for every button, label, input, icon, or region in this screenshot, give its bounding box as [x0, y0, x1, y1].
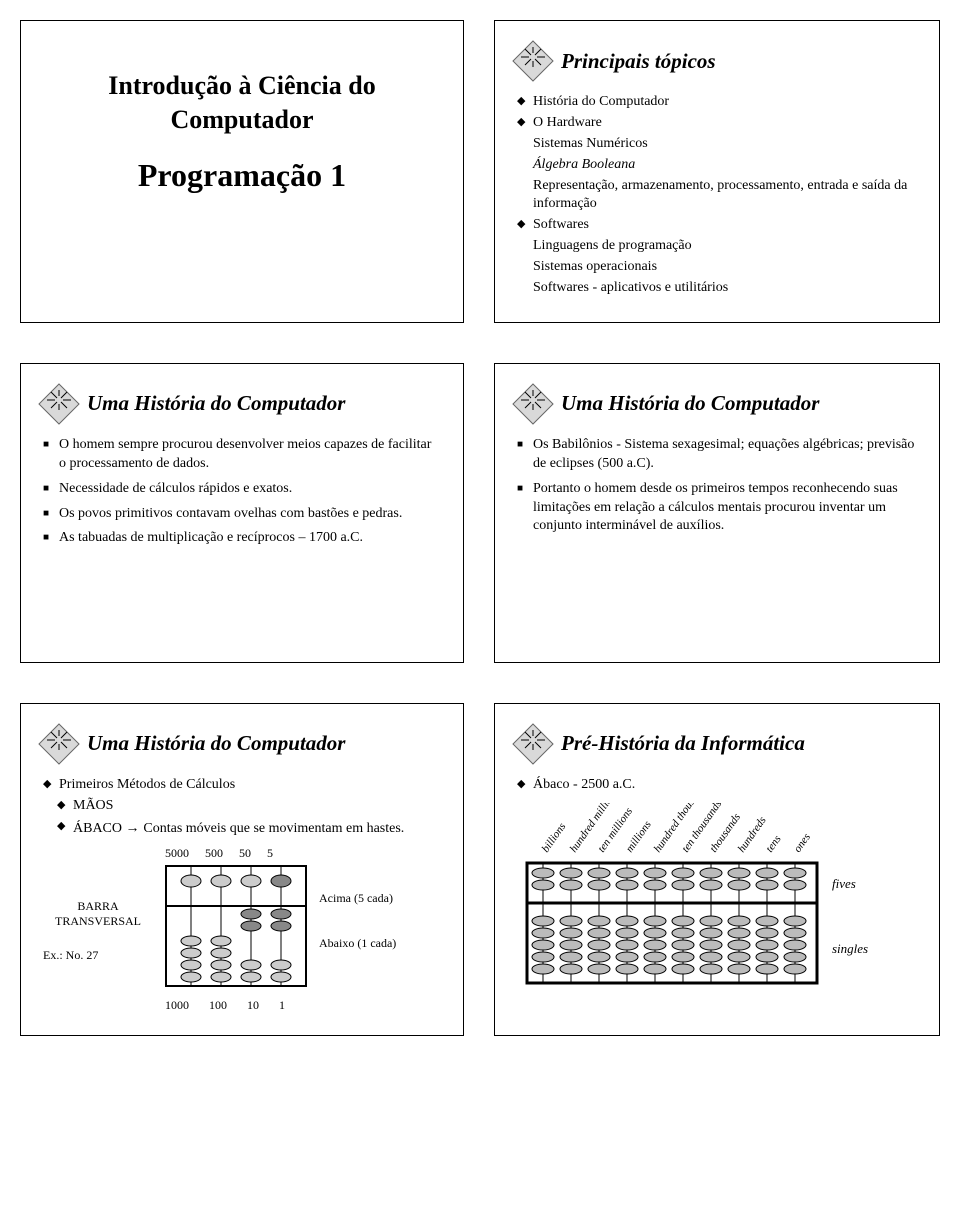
list-item: Portanto o homem desde os primeiros temp… [517, 480, 917, 537]
topic-item: O Hardware [517, 114, 917, 133]
list-item: As tabuadas de multiplicação e recíproco… [43, 529, 441, 548]
methods-list: Primeiros Métodos de Cálculos MÃOS ÁBACO… [43, 776, 441, 839]
slide-history-2: Uma História do Computador Os Babilônios… [494, 363, 940, 663]
list-item: ÁBACO → Contas móveis que se movimentam … [43, 818, 441, 839]
transversal-label: TRANSVERSAL [43, 914, 153, 930]
list-item: Ábaco - 2500 a.C. [517, 776, 917, 795]
topic-item: Sistemas operacionais [517, 258, 917, 277]
slide-topics: Principais tópicos História do Computado… [494, 20, 940, 323]
acima-label: Acima (5 cada) [319, 891, 409, 907]
col-label: billions [540, 821, 569, 855]
star-diamond-icon [511, 39, 555, 83]
roman-abacus-icon [161, 861, 311, 991]
col-value: 500 [205, 845, 223, 861]
col-value: 100 [209, 997, 227, 1013]
col-label: ones [792, 831, 813, 854]
slide-history-1: Uma História do Computador O homem sempr… [20, 363, 464, 663]
col-value: 1000 [165, 997, 189, 1013]
col-value: 5 [267, 845, 273, 861]
star-diamond-icon [37, 382, 81, 426]
history-list: Os Babilônios - Sistema sexagesimal; equ… [517, 436, 917, 536]
col-value: 50 [239, 845, 251, 861]
history-list: O homem sempre procurou desenvolver meio… [43, 436, 441, 548]
slide-heading: Uma História do Computador [87, 391, 345, 416]
list-item: O homem sempre procurou desenvolver meio… [43, 436, 441, 474]
course-subtitle: Programação 1 [43, 157, 441, 194]
slide-abacus-roman: Uma História do Computador Primeiros Mét… [20, 703, 464, 1036]
barra-label: BARRA [43, 899, 153, 915]
abaixo-label: Abaixo (1 cada) [319, 936, 409, 952]
list-item: Necessidade de cálculos rápidos e exatos… [43, 480, 441, 499]
list-item: Os Babilônios - Sistema sexagesimal; equ… [517, 436, 917, 474]
slide-heading: Principais tópicos [561, 49, 716, 74]
course-title: Introdução à Ciência do Computador [43, 69, 441, 137]
chinese-abacus-diagram: billions hundred millions ten millions m… [517, 803, 917, 1000]
list-item: Os povos primitivos contavam ovelhas com… [43, 505, 441, 524]
slide-heading: Pré-História da Informática [561, 731, 805, 756]
arrow-icon: → [126, 819, 144, 835]
prehistory-list: Ábaco - 2500 a.C. [517, 776, 917, 795]
col-value: 1 [279, 997, 285, 1013]
topic-item: História do Computador [517, 93, 917, 112]
slide-title: Introdução à Ciência do Computador Progr… [20, 20, 464, 323]
star-diamond-icon [37, 722, 81, 766]
star-diamond-icon [511, 722, 555, 766]
col-label: millions [624, 819, 654, 855]
topic-item: Álgebra Booleana [517, 156, 917, 175]
star-diamond-icon [511, 382, 555, 426]
topic-item: Linguagens de programação [517, 237, 917, 256]
fives-label: fives [832, 876, 856, 891]
slide-heading: Uma História do Computador [87, 731, 345, 756]
list-item: Primeiros Métodos de Cálculos [43, 776, 441, 795]
topics-list: História do Computador O Hardware Sistem… [517, 93, 917, 298]
topic-item: Softwares [517, 216, 917, 235]
col-value: 5000 [165, 845, 189, 861]
list-item: MÃOS [43, 797, 441, 816]
col-value: 10 [247, 997, 259, 1013]
example-label: Ex.: No. 27 [43, 948, 153, 964]
slide-prehistory: Pré-História da Informática Ábaco - 2500… [494, 703, 940, 1036]
topic-item: Representação, armazenamento, processame… [517, 177, 917, 215]
roman-abacus-diagram: 5000 500 50 5 BARRA TRANSVERSAL Ex.: No.… [43, 845, 441, 1014]
col-label: tens [764, 833, 784, 854]
topic-item: Softwares - aplicativos e utilitários [517, 279, 917, 298]
slide-heading: Uma História do Computador [561, 391, 819, 416]
singles-label: singles [832, 941, 868, 956]
topic-item: Sistemas Numéricos [517, 135, 917, 154]
